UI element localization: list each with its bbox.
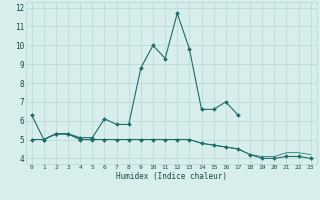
X-axis label: Humidex (Indice chaleur): Humidex (Indice chaleur) <box>116 172 227 181</box>
